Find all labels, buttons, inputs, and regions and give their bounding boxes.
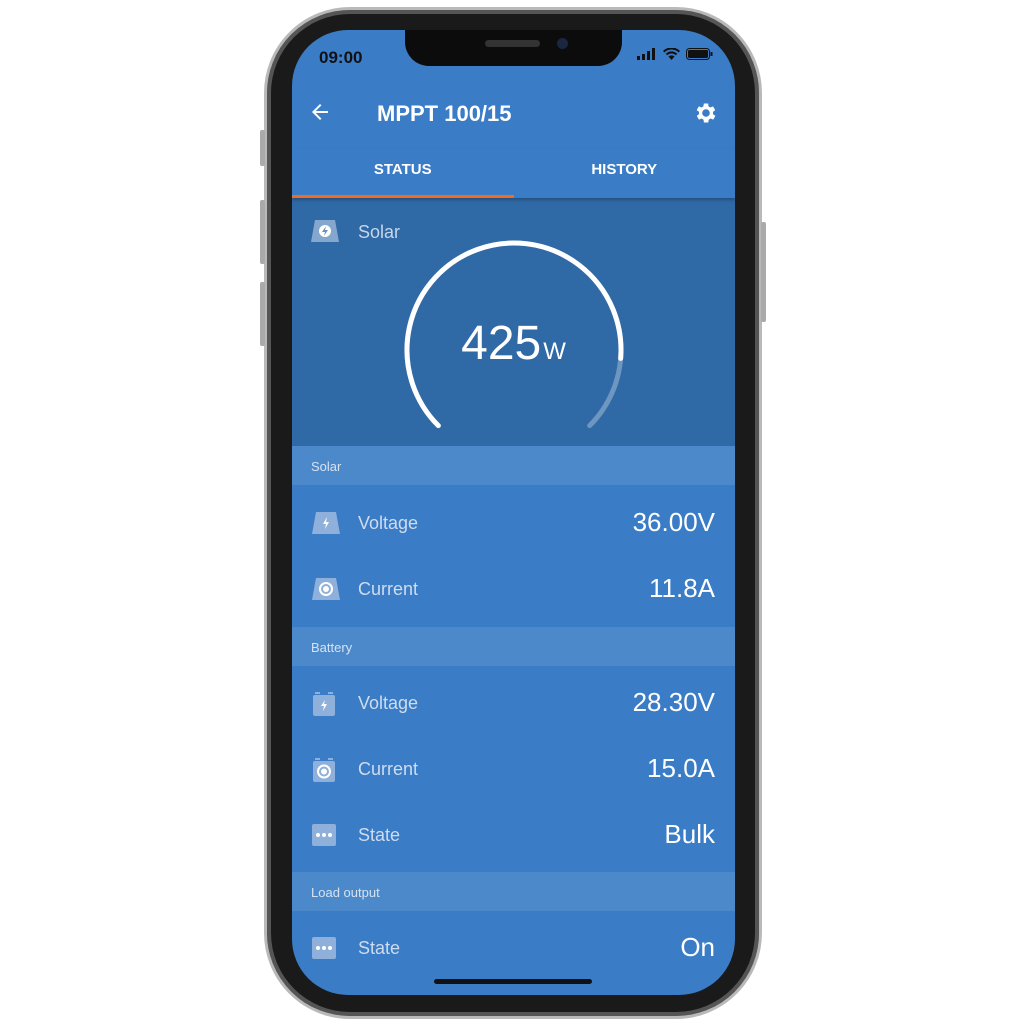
tab-history[interactable]: HISTORY: [591, 161, 658, 178]
row-value: On: [680, 932, 715, 962]
gear-icon[interactable]: [693, 100, 719, 126]
gauge-value: 425W: [292, 316, 735, 371]
gauge-unit: W: [543, 338, 566, 365]
solar-gauge-panel: Solar 425W: [292, 198, 735, 446]
solar-current-icon: [312, 578, 340, 600]
arrow-left-icon[interactable]: [308, 100, 332, 124]
power-gauge: [404, 240, 624, 429]
page-title: MPPT 100/15: [377, 101, 512, 126]
tab-status[interactable]: STATUS: [292, 148, 514, 198]
app-screen: 09:00 MPPT 100/15 STATUS HISTORY Solar 4…: [292, 30, 735, 995]
row-label: Current: [358, 579, 419, 599]
section-header-load-output: Load output: [292, 872, 735, 911]
side-button: [761, 222, 766, 322]
state-icon: [312, 937, 336, 959]
solar-voltage-icon: [312, 512, 340, 534]
row-value: Bulk: [664, 819, 715, 849]
row-solar-voltage: Voltage 36.00V: [292, 491, 735, 557]
home-indicator[interactable]: [434, 979, 592, 984]
state-icon: [312, 824, 336, 846]
row-battery-state: State Bulk: [292, 803, 735, 869]
gauge-label: Solar: [358, 222, 401, 242]
row-label: State: [358, 938, 401, 958]
row-label: Voltage: [358, 693, 419, 713]
section-header-solar: Solar: [292, 446, 735, 485]
row-battery-voltage: Voltage 28.30V: [292, 671, 735, 737]
row-label: State: [358, 825, 401, 845]
gauge-fill: [404, 240, 624, 429]
row-value: 11.8A: [648, 573, 715, 603]
wifi-icon: [663, 48, 680, 60]
row-value: 15.0A: [647, 753, 715, 783]
row-load-state: State On: [292, 916, 735, 982]
row-solar-current: Current 11.8A: [292, 557, 735, 623]
gauge-number: 425: [461, 317, 542, 370]
row-battery-current: Current 15.0A: [292, 737, 735, 803]
status-time: 09:00: [319, 48, 363, 67]
row-value: 36.00V: [632, 507, 715, 537]
section-header-battery: Battery: [292, 627, 735, 666]
battery-current-icon: [313, 758, 335, 782]
row-label: Voltage: [358, 513, 419, 533]
side-button: [260, 200, 265, 264]
status-icons: [637, 48, 713, 60]
battery-voltage-icon: [313, 692, 335, 716]
solar-panel-icon: [311, 220, 339, 242]
notch: [405, 30, 622, 66]
battery-icon: [686, 48, 713, 60]
side-button: [260, 130, 265, 166]
app-header: MPPT 100/15: [292, 80, 735, 148]
row-value: 28.30V: [632, 687, 715, 717]
signal-icon: [637, 48, 655, 60]
row-label: Current: [358, 759, 419, 779]
tab-bar: STATUS HISTORY: [292, 148, 735, 198]
side-button: [260, 282, 265, 346]
